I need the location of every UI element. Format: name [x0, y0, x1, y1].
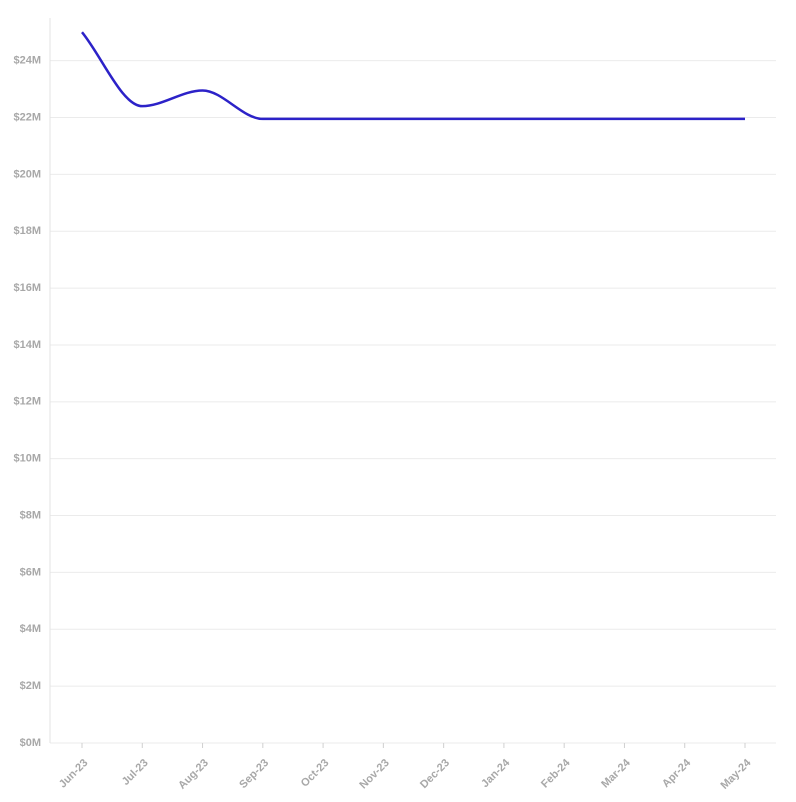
x-tick-label: Oct-23: [299, 757, 332, 790]
x-tick-label: Jun-23: [57, 757, 91, 791]
x-tick-label: May-24: [719, 756, 754, 791]
y-tick-label: $2M: [20, 680, 41, 692]
x-tick-label: Dec-23: [418, 757, 452, 791]
x-tick-label: Apr-24: [660, 756, 694, 790]
x-tick-label: Aug-23: [176, 757, 211, 792]
line-series: [81, 31, 745, 121]
y-tick-label: $12M: [13, 396, 41, 408]
x-tick-label: Feb-24: [539, 756, 573, 790]
y-tick-label: $0M: [20, 737, 41, 749]
x-tick-label: Jul-23: [120, 757, 151, 788]
y-tick-label: $6M: [20, 566, 41, 578]
y-tick-label: $20M: [13, 168, 41, 180]
x-tick-label: Jan-24: [479, 756, 513, 790]
y-tick-label: $24M: [13, 55, 41, 67]
x-tick-label: Mar-24: [599, 756, 633, 790]
y-tick-label: $10M: [13, 453, 41, 465]
y-tick-label: $4M: [20, 623, 41, 635]
y-tick-label: $16M: [13, 282, 41, 294]
y-tick-label: $14M: [13, 339, 41, 351]
y-tick-label: $22M: [13, 111, 41, 123]
y-tick-label: $18M: [13, 225, 41, 237]
x-tick-label: Sep-23: [237, 757, 271, 791]
y-tick-label: $8M: [20, 509, 41, 521]
x-tick-label: Nov-23: [357, 757, 391, 791]
